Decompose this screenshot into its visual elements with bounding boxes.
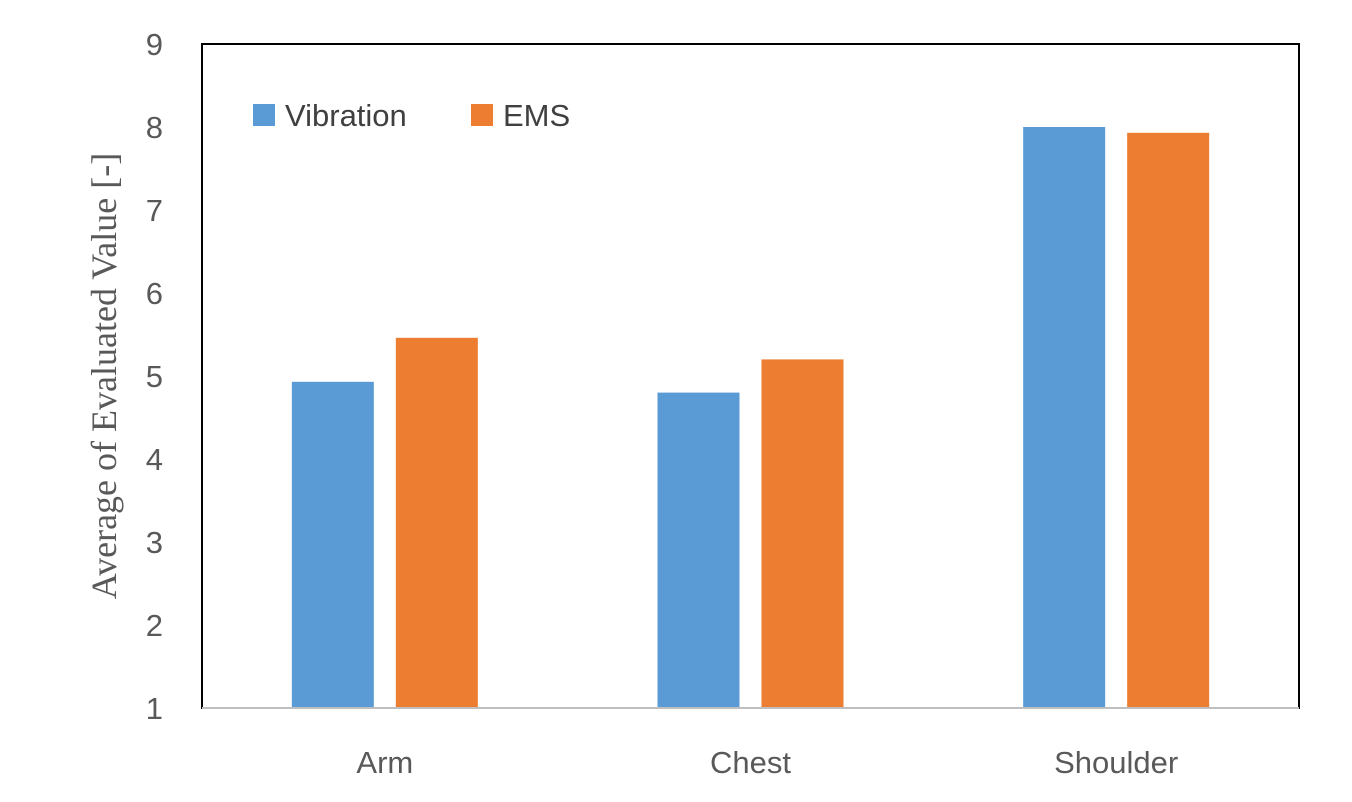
x-tick-label: Shoulder xyxy=(1054,745,1178,780)
bar-vibration-chest xyxy=(657,392,740,708)
x-tick-label: Arm xyxy=(356,745,413,780)
bar-vibration-shoulder xyxy=(1023,127,1106,708)
y-tick-label: 1 xyxy=(146,691,163,726)
legend-label-vibration: Vibration xyxy=(285,98,407,133)
y-tick-labels: 1 2 3 4 5 6 7 8 9 xyxy=(146,27,163,726)
x-tick-label: Chest xyxy=(710,745,791,780)
y-tick-label: 4 xyxy=(146,442,163,477)
legend-swatch-ems xyxy=(471,104,493,126)
bar-ems-chest xyxy=(761,359,844,708)
legend: Vibration EMS xyxy=(253,98,570,133)
y-tick-label: 3 xyxy=(146,525,163,560)
y-tick-label: 8 xyxy=(146,110,163,145)
y-tick-label: 7 xyxy=(146,193,163,228)
y-tick-label: 6 xyxy=(146,276,163,311)
y-tick-label: 5 xyxy=(146,359,163,394)
y-tick-label: 9 xyxy=(146,27,163,62)
legend-label-ems: EMS xyxy=(503,98,570,133)
bar-ems-shoulder xyxy=(1127,132,1210,708)
x-tick-labels: Arm Chest Shoulder xyxy=(356,745,1178,780)
bar-vibration-arm xyxy=(291,381,374,708)
y-axis-label: Average of Evaluated Value [-] xyxy=(84,153,124,599)
bars-layer xyxy=(291,127,1210,708)
legend-swatch-vibration xyxy=(253,104,275,126)
y-tick-label: 2 xyxy=(146,608,163,643)
bar-ems-arm xyxy=(395,337,478,708)
